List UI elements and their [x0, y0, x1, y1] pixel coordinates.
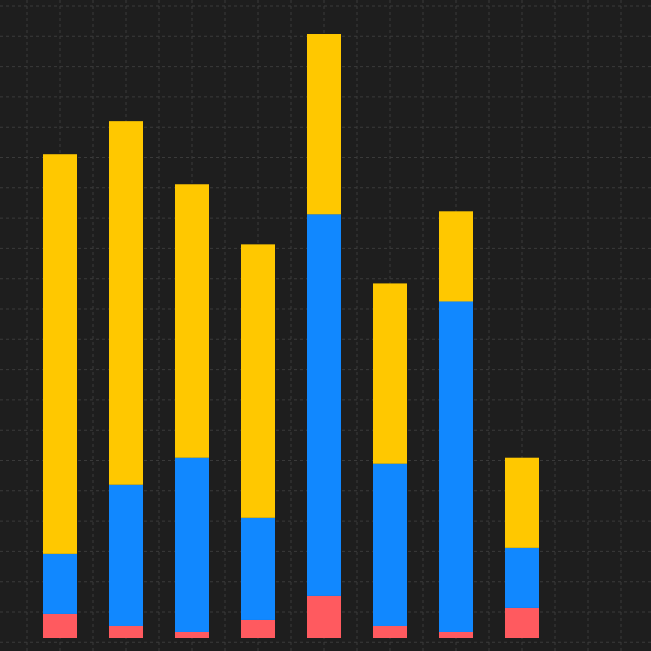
- bar-segment-7-series-1: [439, 631, 473, 638]
- bar-segment-5-series-3: [307, 34, 341, 215]
- bar-segment-2-series-3: [109, 121, 143, 485]
- bar-segment-7-series-3: [439, 211, 473, 302]
- bar-segment-1-series-1: [43, 613, 77, 638]
- bar-segment-4-series-3: [241, 244, 275, 518]
- bar-segment-6-series-1: [373, 625, 407, 638]
- bar-segment-6-series-2: [373, 463, 407, 626]
- bar-segment-7-series-2: [439, 301, 473, 632]
- bar-segment-8-series-1: [505, 607, 539, 638]
- bar-segment-4-series-2: [241, 517, 275, 620]
- bar-segment-3-series-2: [175, 457, 209, 632]
- bar-segment-8-series-3: [505, 457, 539, 548]
- bar-segment-1-series-2: [43, 553, 77, 614]
- bar-segment-2-series-2: [109, 484, 143, 626]
- bar-segment-8-series-2: [505, 547, 539, 608]
- bar-segment-1-series-3: [43, 154, 77, 554]
- bar-stacks: [43, 34, 539, 638]
- bar-segment-2-series-1: [109, 625, 143, 638]
- bar-segment-6-series-3: [373, 283, 407, 464]
- bar-segment-5-series-2: [307, 214, 341, 596]
- bar-segment-3-series-3: [175, 184, 209, 458]
- bar-segment-5-series-1: [307, 595, 341, 638]
- bar-segment-4-series-1: [241, 619, 275, 638]
- bar-segment-3-series-1: [175, 631, 209, 638]
